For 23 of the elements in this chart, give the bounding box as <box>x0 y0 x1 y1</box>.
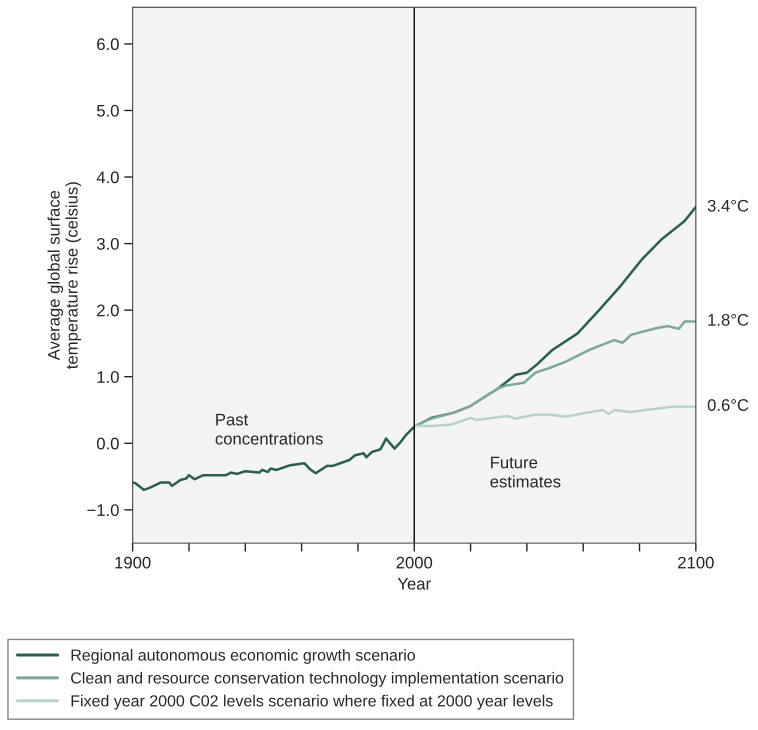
y-tick-label: 3.0 <box>96 238 119 250</box>
legend-label: Fixed year 2000 C02 levels scenario where fixed at 2000 year levels <box>72 694 553 710</box>
x-tick-label: 2000 <box>396 556 432 569</box>
y-tick-label: 4.0 <box>96 171 119 184</box>
y-axis-title: Average global surface temperature rise (celsius) <box>48 182 81 369</box>
annotation: Past concentrations <box>216 414 323 445</box>
x-tick-label: 2100 <box>678 556 714 569</box>
legend-label: Regional autonomous economic growth scenario <box>72 649 415 664</box>
text: 0.6°C <box>708 399 748 411</box>
y-tick-label: 6.0 <box>97 38 119 50</box>
x-tick-label: 1900 <box>115 556 151 569</box>
y-tick-label: 1.0 <box>98 371 119 383</box>
legend-label: Clean and resource conservation technology implementation scenario <box>71 672 564 687</box>
line-series <box>412 405 696 428</box>
text: 1.8°C <box>708 314 748 326</box>
y-tick-label: 5.0 <box>96 104 119 117</box>
y-tick-label: −1.0 <box>87 504 119 516</box>
y-tick-label: 0.0 <box>96 438 119 450</box>
x-axis-title: Year <box>398 578 431 590</box>
line-series <box>412 320 696 428</box>
text: 3.4°C <box>708 200 748 212</box>
annotation: Future estimates <box>490 456 560 488</box>
y-tick-label: 2.0 <box>97 304 119 316</box>
